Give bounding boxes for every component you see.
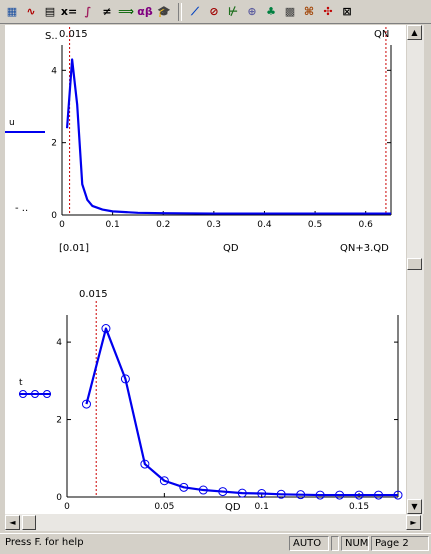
status-page: Page 2 <box>371 536 429 551</box>
bottom-plot-left-stub-point <box>31 390 39 398</box>
y-tick-label: 0 <box>51 211 57 221</box>
data-point <box>101 324 111 334</box>
graph-toolbar-icon[interactable]: ∿ <box>26 4 36 18</box>
left-arrow-icon: ◄ <box>9 518 16 527</box>
data-point <box>257 489 267 499</box>
data-point <box>237 488 247 498</box>
x-tick-label: 0.1 <box>255 502 269 512</box>
data-point <box>393 490 403 500</box>
y-tick-label: 0 <box>56 493 62 503</box>
data-point <box>354 490 364 500</box>
series-line <box>85 327 398 497</box>
bottom-plot-left-stub-point <box>43 390 51 398</box>
evaluation-icon[interactable]: x= <box>60 4 78 18</box>
top-plot-marker-left-label: 0.015 <box>59 29 88 40</box>
x-tick-label: 0.4 <box>257 220 272 230</box>
scroll-right-button[interactable]: ► <box>406 515 421 530</box>
math-toolbar: ▦ ∿ ▤ x= ∫ ≠ ⟹ αβ 🎓 ⟋ ⊘ ⊬ ⊕ ♣ ▩ ⌘ ✣ ⊠ <box>0 0 431 24</box>
status-mode: AUTO <box>289 536 329 551</box>
programming-icon[interactable]: ⟹ <box>118 4 134 18</box>
contour-plot-icon[interactable]: ⊕ <box>247 4 257 18</box>
scatter-3d-icon[interactable]: ▩ <box>284 4 296 18</box>
data-point <box>374 490 384 500</box>
bottom-plot-xlabel: QD <box>225 502 241 513</box>
plot-wizard-icon[interactable]: ✣ <box>323 4 333 18</box>
data-point <box>218 487 228 497</box>
3d-bar-icon[interactable]: ♣ <box>266 4 276 18</box>
data-point <box>198 485 208 495</box>
top-plot-corner-label: S.. <box>45 31 58 42</box>
symbolic-icon[interactable]: 🎓 <box>157 4 171 18</box>
x-tick-label: 0.6 <box>359 220 374 230</box>
top-plot-bottom-center-label: QD <box>223 243 239 254</box>
data-point <box>81 399 91 409</box>
horizontal-scrollbar[interactable]: ◄ ► <box>5 514 423 531</box>
x-tick-label: 0.2 <box>156 220 170 230</box>
close-toolbar-icon[interactable]: ⊠ <box>342 4 352 18</box>
calculus-icon[interactable]: ∫ <box>84 4 92 18</box>
data-point <box>335 490 345 500</box>
data-point <box>276 489 286 499</box>
toolbar-separator <box>178 2 182 21</box>
status-num: NUM <box>341 536 369 551</box>
y-tick-label: 2 <box>51 139 57 149</box>
series-line <box>65 58 391 215</box>
bottom-plot-marker-label: 0.015 <box>79 289 108 300</box>
status-bar: Press F. for help AUTO NUM Page 2 <box>0 533 431 554</box>
vector-field-icon[interactable]: ⌘ <box>303 4 315 18</box>
top-plot-left-label: u <box>9 118 15 128</box>
calculator-icon[interactable]: ▦ <box>6 4 18 18</box>
horizontal-scroll-thumb[interactable] <box>22 515 36 530</box>
bottom-plot-left-stub-point <box>19 390 27 398</box>
down-arrow-icon: ▼ <box>411 502 418 511</box>
y-tick-label: 2 <box>56 416 62 426</box>
top-plot-bottom-left-label: [0.01] <box>59 243 89 254</box>
x-tick-label: 0.5 <box>308 220 322 230</box>
x-tick-label: 0 <box>64 502 70 512</box>
x-tick-label: 0 <box>59 220 65 230</box>
bottom-xy-plot[interactable]: 0.015 t QD 4 2 00 0.05 0.1 0.15 <box>5 285 406 514</box>
top-xy-plot[interactable]: S.. 0.015 QN u - .. [0.01] QD QN+3.QD 4 2… <box>5 25 406 285</box>
top-plot-left-bottom-label: - .. <box>15 203 28 214</box>
scroll-left-button[interactable]: ◄ <box>5 515 20 530</box>
data-point <box>296 490 306 500</box>
data-point <box>315 490 325 500</box>
polar-plot-icon[interactable]: ⊘ <box>209 4 219 18</box>
x-tick-label: 0.15 <box>349 502 369 512</box>
up-arrow-icon: ▲ <box>411 28 418 37</box>
status-spacer <box>331 536 339 551</box>
data-point <box>120 374 130 384</box>
right-arrow-icon: ► <box>410 518 417 527</box>
top-plot-bottom-right-label: QN+3.QD <box>340 243 389 254</box>
vertical-scrollbar[interactable]: ▲ ▼ <box>406 25 424 514</box>
matrix-icon[interactable]: ▤ <box>44 4 56 18</box>
surface-plot-icon[interactable]: ⊬ <box>227 4 239 18</box>
data-point <box>179 482 189 492</box>
boolean-icon[interactable]: ≠ <box>102 4 112 18</box>
x-tick-label: 0.1 <box>105 220 119 230</box>
data-point <box>159 476 169 486</box>
top-plot-marker-right-label: QN <box>374 29 389 40</box>
worksheet-area[interactable]: S.. 0.015 QN u - .. [0.01] QD QN+3.QD 4 2… <box>5 25 406 514</box>
x-tick-label: 0.05 <box>154 502 174 512</box>
y-tick-label: 4 <box>51 66 57 76</box>
vertical-scroll-thumb[interactable] <box>407 258 422 270</box>
scroll-down-button[interactable]: ▼ <box>407 499 422 514</box>
status-help-text: Press F. for help <box>5 537 84 548</box>
data-point <box>140 459 150 469</box>
scroll-up-button[interactable]: ▲ <box>407 25 422 40</box>
bottom-plot-left-label: t <box>19 378 23 388</box>
xy-plot-icon[interactable]: ⟋ <box>191 4 199 18</box>
x-tick-label: 0.3 <box>207 220 221 230</box>
y-tick-label: 4 <box>56 338 62 348</box>
greek-icon[interactable]: αβ <box>137 4 153 18</box>
